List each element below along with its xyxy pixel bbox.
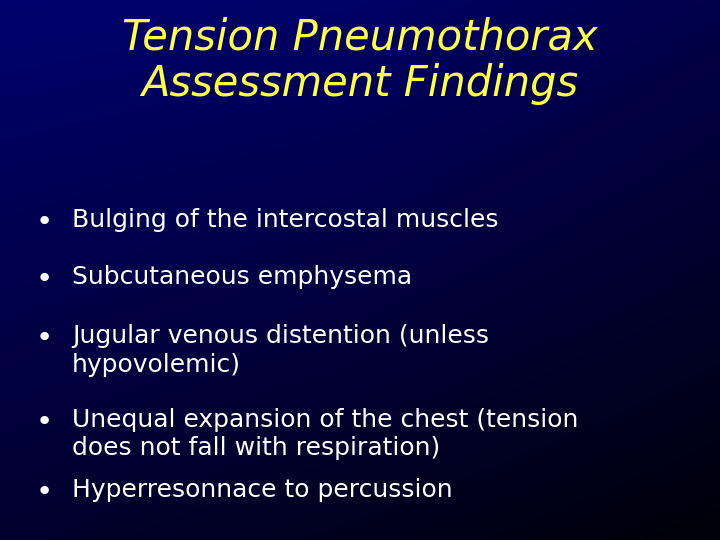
Text: Bulging of the intercostal muscles: Bulging of the intercostal muscles [72,208,498,232]
Text: Jugular venous distention (unless
hypovolemic): Jugular venous distention (unless hypovo… [72,324,489,377]
Text: •: • [36,265,53,293]
Text: •: • [36,324,53,352]
Text: Tension Pneumothorax
Assessment Findings: Tension Pneumothorax Assessment Findings [122,16,598,105]
Text: •: • [36,408,53,436]
Text: Hyperresonnace to percussion: Hyperresonnace to percussion [72,478,453,502]
Text: •: • [36,478,53,506]
Text: •: • [36,208,53,236]
Text: Unequal expansion of the chest (tension
does not fall with respiration): Unequal expansion of the chest (tension … [72,408,578,461]
Text: Subcutaneous emphysema: Subcutaneous emphysema [72,265,412,288]
